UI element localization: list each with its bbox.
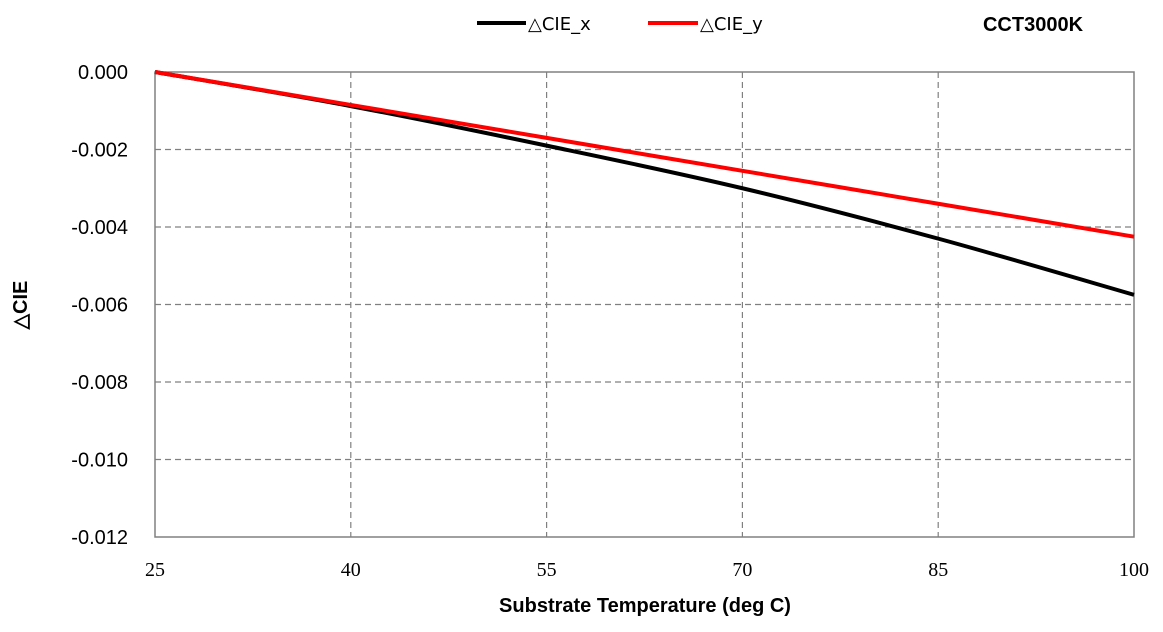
y-axis-title: △CIE (10, 281, 32, 331)
y-tick-label: -0.010 (71, 450, 128, 472)
x-tick-label: 25 (145, 559, 165, 581)
x-tick-labels: 25 40 55 70 85 100 (145, 559, 1149, 581)
x-tick-label: 100 (1119, 559, 1149, 581)
y-tick-label: -0.004 (71, 217, 128, 239)
y-tick-labels: 0.000 -0.002 -0.004 -0.006 -0.008 -0.010 -0.01… (71, 62, 128, 549)
y-tick-label: -0.002 (71, 140, 128, 162)
x-tick-label: 85 (928, 559, 948, 581)
y-tick-label: -0.006 (71, 295, 128, 317)
series-line-cie-x (154, 70, 1135, 297)
x-tick-label: 40 (341, 559, 361, 581)
y-tick-label: -0.008 (71, 372, 128, 394)
series-lines (154, 70, 1135, 297)
grid-lines (155, 72, 1134, 537)
legend-label-cie-y: △CIE_y (700, 14, 763, 35)
series-line-cie-y (154, 70, 1135, 239)
chart-title: CCT3000K (983, 14, 1084, 36)
x-axis-title: Substrate Temperature (deg C) (499, 595, 791, 617)
x-tick-label: 70 (732, 559, 752, 581)
x-tick-label: 55 (537, 559, 557, 581)
y-tick-label: 0.000 (78, 62, 128, 84)
y-tick-label: -0.012 (71, 527, 128, 549)
legend: △CIE_x △CIE_y (477, 14, 763, 35)
plot-frame (154, 71, 1135, 538)
legend-label-cie-x: △CIE_x (528, 14, 591, 35)
